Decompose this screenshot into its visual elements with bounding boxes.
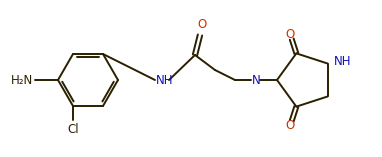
Text: O: O (197, 18, 207, 31)
Text: N: N (252, 73, 261, 87)
Text: O: O (285, 28, 295, 41)
Text: NH: NH (334, 55, 351, 68)
Text: NH: NH (156, 73, 173, 87)
Text: H₂N: H₂N (11, 73, 33, 87)
Text: O: O (285, 119, 295, 132)
Text: Cl: Cl (67, 123, 79, 136)
